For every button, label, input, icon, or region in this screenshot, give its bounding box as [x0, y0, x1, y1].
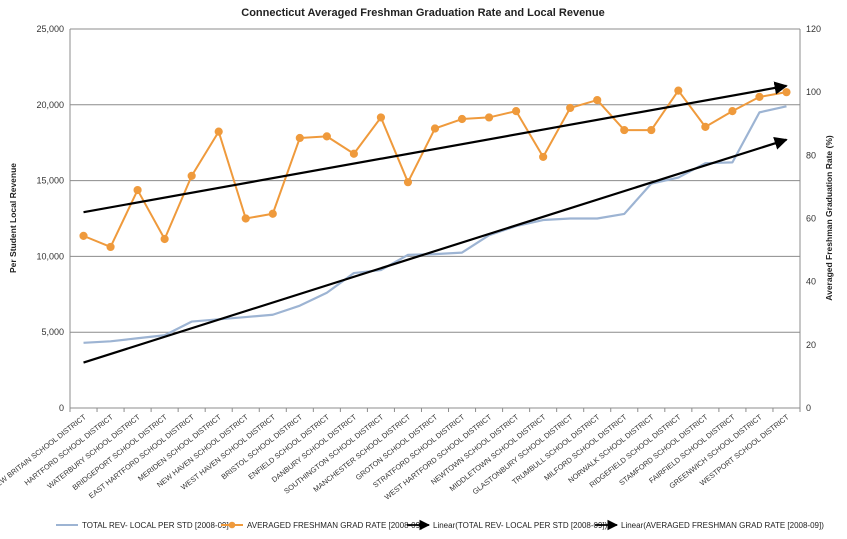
tick-labels: 0 5,000 10,000 15,000 20,000 25,000 0 20 40 60 80 1…	[36, 24, 821, 413]
left-tick-label: 10,000	[36, 251, 64, 261]
legend: TOTAL REV- LOCAL PER STD [2008-09] AVERAG…	[56, 519, 824, 531]
right-tick-label: 40	[806, 277, 816, 287]
right-tick-label: 20	[806, 340, 816, 350]
grad-rate-point	[620, 125, 629, 135]
grad-rate-point	[593, 95, 602, 105]
category-label: NEW BRITAIN SCHOOL DISTRICT	[0, 412, 88, 491]
right-tick-label: 60	[806, 214, 816, 224]
grad-rate-point	[782, 88, 791, 97]
grad-rate-point	[187, 171, 196, 180]
chart-title: Connecticut Averaged Freshman Graduation…	[241, 7, 605, 19]
grad-rate-point	[430, 124, 440, 133]
gridlines	[70, 28, 800, 333]
right-tick-label: 80	[806, 150, 816, 160]
grad-rate-point	[214, 127, 223, 136]
grad-rate-point	[376, 113, 386, 122]
right-tick-label: 100	[806, 87, 821, 97]
grad-rate-point	[295, 133, 304, 143]
right-tick-label: 0	[806, 403, 811, 413]
grad-rate-point	[674, 86, 683, 95]
category-label: SOUTHINGTON SCHOOL DISTRICT	[282, 412, 385, 495]
grad-rate-point	[484, 113, 494, 122]
left-tick-label: 20,000	[36, 100, 64, 110]
legend-label: TOTAL REV- LOCAL PER STD [2008-09]	[82, 521, 229, 530]
right-tick-label: 120	[806, 24, 821, 34]
left-axis-title: Per Student Local Revenue	[8, 163, 18, 273]
grad-rate-point	[566, 103, 575, 113]
grad-rate-point	[647, 125, 656, 135]
legend-label: Linear(AVERAGED FRESHMAN GRAD RATE [2008…	[621, 521, 824, 530]
series-line-local-revenue	[83, 105, 787, 344]
grad-rate-point	[268, 209, 277, 218]
legend-label: AVERAGED FRESHMAN GRAD RATE [2008-09]	[247, 521, 422, 530]
grad-rate-point	[728, 107, 737, 116]
grad-rate-point	[457, 114, 467, 124]
grad-rate-point	[755, 92, 764, 102]
series-layer	[79, 86, 791, 344]
grad-rate-point	[79, 231, 88, 240]
legend-swatch-marker	[228, 521, 236, 529]
trendline-layer	[83, 81, 788, 364]
series-line-grad-rate	[83, 89, 787, 248]
grad-rate-point	[403, 178, 413, 187]
right-axis-title: Averaged Freshman Graduation Rate (%)	[824, 135, 834, 301]
grad-rate-point	[106, 242, 115, 252]
left-tick-label: 0	[59, 403, 64, 413]
grad-rate-point	[241, 214, 250, 223]
grad-rate-point	[512, 107, 521, 116]
legend-label: Linear(TOTAL REV- LOCAL PER STD [2008-09…	[433, 521, 608, 530]
trendline-grad-rate	[83, 81, 788, 214]
grad-rate-point	[160, 234, 169, 244]
grad-rate-point	[539, 152, 548, 162]
left-tick-label: 15,000	[36, 176, 64, 186]
grad-rate-point	[322, 132, 331, 141]
grad-rate-point	[133, 185, 142, 195]
trendline-local-revenue	[83, 136, 788, 364]
axes	[69, 29, 801, 412]
grad-rate-point	[349, 149, 358, 158]
left-tick-label: 5,000	[41, 327, 64, 337]
grad-rate-point	[701, 122, 710, 132]
left-tick-label: 25,000	[36, 24, 64, 34]
